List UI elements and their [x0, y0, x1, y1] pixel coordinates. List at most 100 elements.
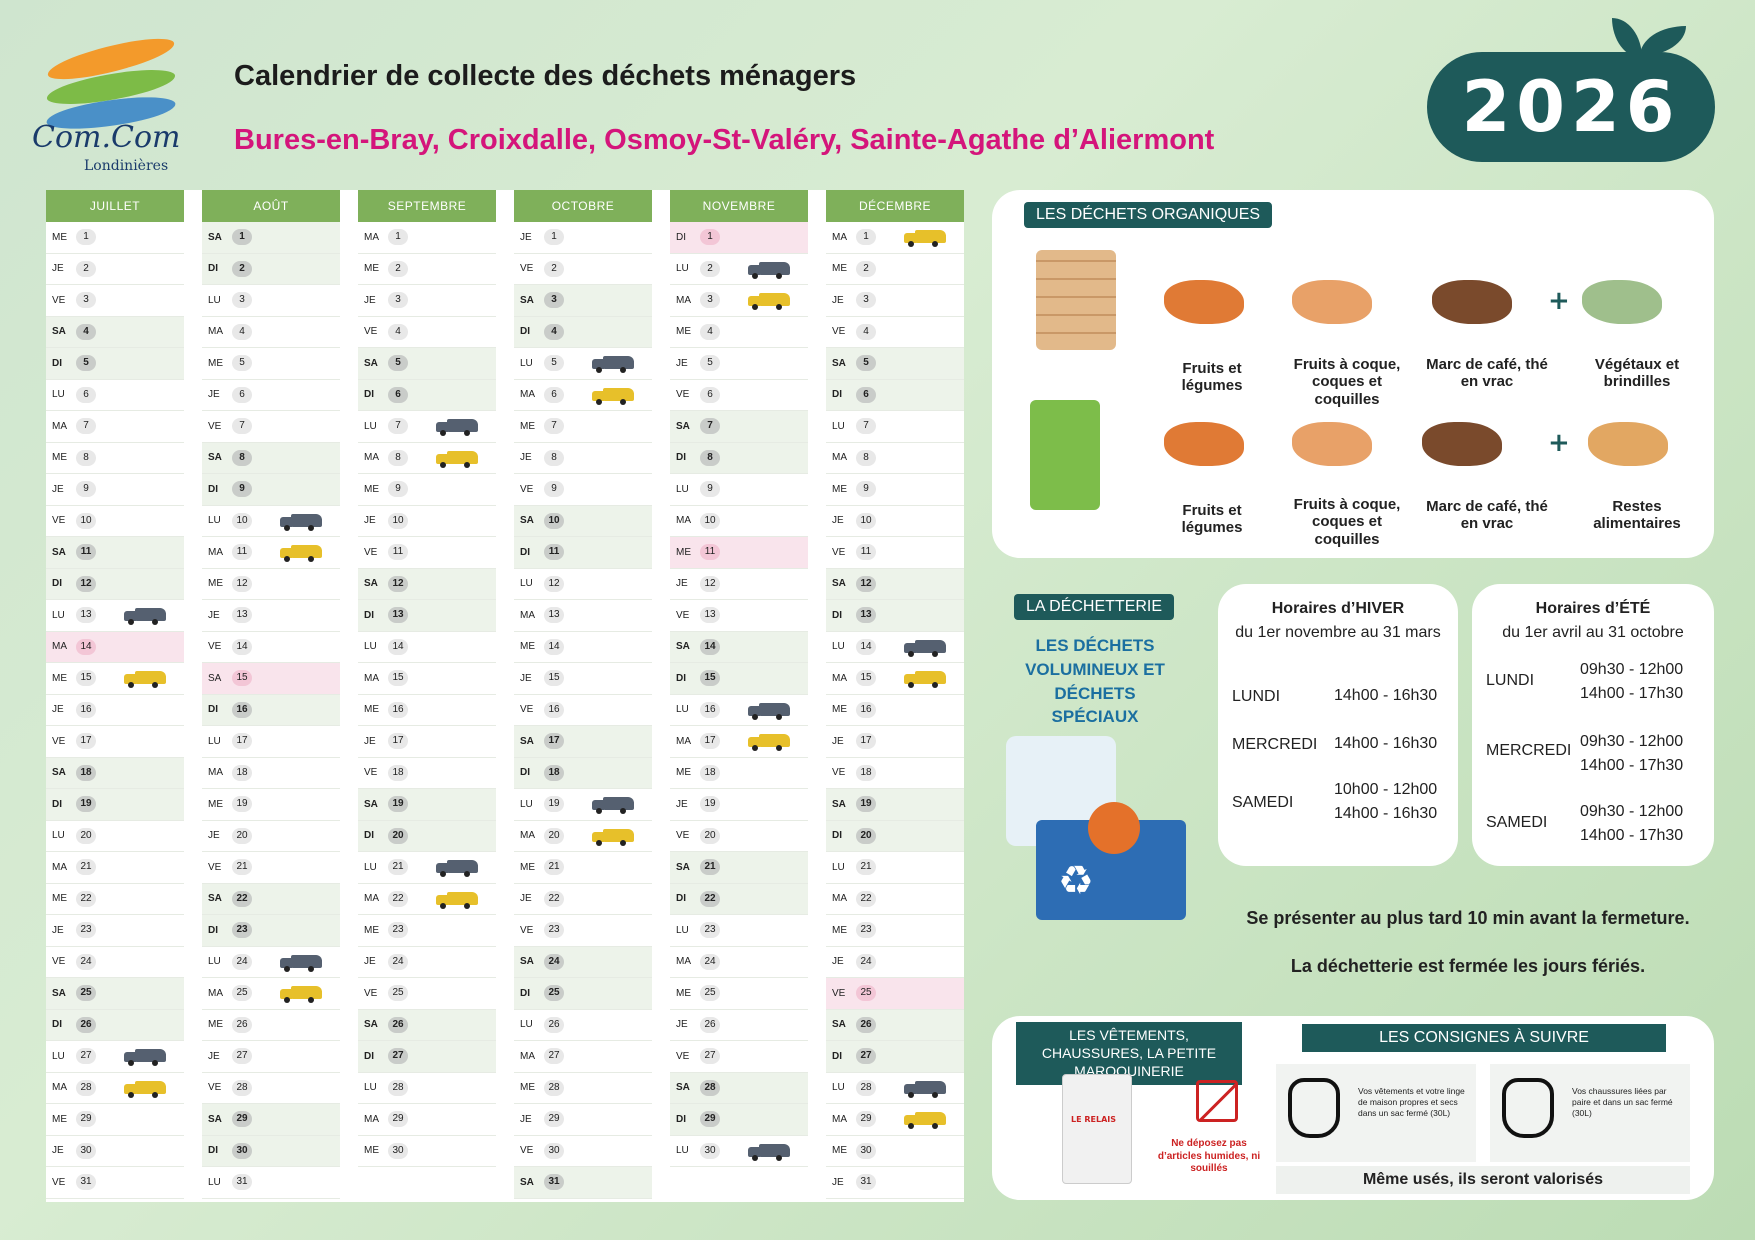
calendar-day: SA 19 — [826, 789, 964, 821]
calendar-day: MA 10 — [670, 506, 808, 537]
calendar-day: JE 17 — [358, 726, 496, 758]
weekday-label: JE — [364, 956, 376, 968]
calendar-day: SA 4 — [46, 316, 184, 348]
calendar-day: JE 29 — [514, 1104, 652, 1136]
yellow-collection-truck-icon — [124, 671, 166, 688]
calendar-day: DI 30 — [202, 1135, 340, 1167]
weekday-label: DI — [520, 767, 530, 779]
day-number: 21 — [544, 859, 564, 876]
hours-value: 14h00 - 16h30 — [1334, 805, 1438, 822]
weekday-label: VE — [52, 956, 66, 968]
calendar-day: MA 1 — [826, 222, 964, 254]
weekday-label: VE — [52, 1176, 66, 1188]
day-number: 28 — [388, 1079, 408, 1096]
calendar-day: JE 15 — [514, 663, 652, 695]
wet-items-warning: Ne déposez pas d’articles humides, ni so… — [1157, 1138, 1261, 1174]
weekday-label: JE — [520, 1113, 532, 1125]
calendar-day: MA 21 — [46, 852, 184, 884]
weekday-label: ME — [832, 263, 847, 275]
day-number: 2 — [700, 260, 720, 277]
plants-twigs-image — [1582, 280, 1662, 324]
page-title: Calendrier de collecte des déchets ménag… — [234, 60, 857, 92]
calendar-day: ME 23 — [358, 915, 496, 947]
month-column: NOVEMBRE DI 1 LU 2 MA 3 ME 4 JE 5 VE 6 SA 7 DI 8 LU 9 MA 10 M… — [670, 190, 808, 1202]
weekday-label: MA — [520, 389, 535, 401]
calendar-day: LU 5 — [514, 348, 652, 380]
hours-value: 09h30 - 12h00 — [1580, 733, 1684, 750]
calendar-day: SA 28 — [670, 1072, 808, 1104]
calendar-day: VE 25 — [358, 978, 496, 1010]
month-column: OCTOBRE JE 1 VE 2 SA 3 DI 4 LU 5 MA 6 ME 7 JE 8 VE 9 SA 10 DI… — [514, 190, 652, 1202]
calendar-day: SA 15 — [202, 663, 340, 695]
calendar-day: ME 11 — [670, 537, 808, 569]
day-number: 23 — [76, 922, 96, 939]
calendar-day: ME 19 — [202, 789, 340, 821]
calendar-day: JE 23 — [46, 915, 184, 947]
weekday-label: ME — [832, 483, 847, 495]
calendar-day: MA 6 — [514, 380, 652, 411]
calendar-day: DI 4 — [514, 316, 652, 348]
calendar-day: VE 9 — [514, 474, 652, 506]
weekday-label: ME — [52, 452, 67, 464]
weekday-label: MA — [520, 1050, 535, 1062]
calendar-day: MA 15 — [358, 663, 496, 695]
calendar-day: JE 16 — [46, 695, 184, 726]
calendar-day: SA 8 — [202, 442, 340, 474]
day-number: 3 — [856, 292, 876, 309]
day-number: 23 — [232, 922, 252, 939]
calendar-day: ME 28 — [514, 1073, 652, 1104]
weekday-label: JE — [676, 1019, 688, 1031]
day-number: 15 — [76, 670, 96, 687]
weekday-label: DI — [208, 483, 218, 495]
weekday-label: ME — [832, 924, 847, 936]
weekday-label: MA — [832, 231, 847, 243]
day-number: 20 — [76, 827, 96, 844]
calendar-day: LU 28 — [358, 1073, 496, 1104]
weekday-label: LU — [832, 420, 845, 432]
weekday-label: SA — [832, 578, 846, 590]
day-number: 11 — [388, 544, 408, 561]
day-number: 19 — [856, 796, 876, 813]
day-number: 4 — [856, 323, 876, 340]
day-number: 10 — [232, 512, 252, 529]
day-number: 26 — [232, 1016, 252, 1033]
calendar-day: JE 1 — [514, 222, 652, 254]
calendar-day: JE 30 — [46, 1136, 184, 1167]
weekday-label: DI — [520, 546, 530, 558]
weekday-label: VE — [676, 830, 690, 842]
calendar-day: LU 10 — [202, 506, 340, 537]
weekday-label: VE — [520, 1145, 534, 1157]
calendar-day: JE 12 — [670, 569, 808, 600]
weekday-label: LU — [676, 704, 689, 716]
month-column: DÉCEMBRE MA 1 ME 2 JE 3 VE 4 SA 5 DI 6 LU 7 MA 8 ME 9 JE 10 V… — [826, 190, 964, 1202]
day-number: 10 — [76, 512, 96, 529]
calendar-day: ME 30 — [826, 1136, 964, 1167]
calendar-day: DI 23 — [202, 915, 340, 947]
summer-period: du 1er avril au 31 octobre — [1502, 624, 1684, 641]
calendar-day: DI 2 — [202, 253, 340, 285]
calendar-day: VE 20 — [670, 821, 808, 852]
calendar-day: MA 22 — [826, 884, 964, 915]
calendar-day: LU 14 — [358, 632, 496, 663]
day-number: 8 — [700, 449, 720, 466]
weekday-label: SA — [676, 641, 690, 653]
day-number: 7 — [544, 418, 564, 435]
day-number: 1 — [388, 229, 408, 246]
day-number: 25 — [856, 985, 876, 1002]
day-number: 9 — [76, 481, 96, 498]
weekday-label: LU — [52, 389, 65, 401]
calendar-day: JE 31 — [826, 1167, 964, 1199]
day-number: 17 — [700, 733, 720, 750]
weekday-label: JE — [520, 672, 532, 684]
day-number: 31 — [76, 1174, 96, 1191]
calendar-day: DI 18 — [514, 757, 652, 789]
day-number: 9 — [388, 481, 408, 498]
calendar-day: MA 20 — [514, 821, 652, 852]
weekday-label: SA — [52, 546, 66, 558]
yellow-collection-truck-icon — [904, 230, 946, 247]
calendar-day: DI 15 — [670, 663, 808, 695]
day-number: 1 — [76, 229, 96, 246]
weekday-label: JE — [676, 357, 688, 369]
calendar-day: VE 11 — [826, 537, 964, 569]
day-number: 30 — [544, 1142, 564, 1159]
